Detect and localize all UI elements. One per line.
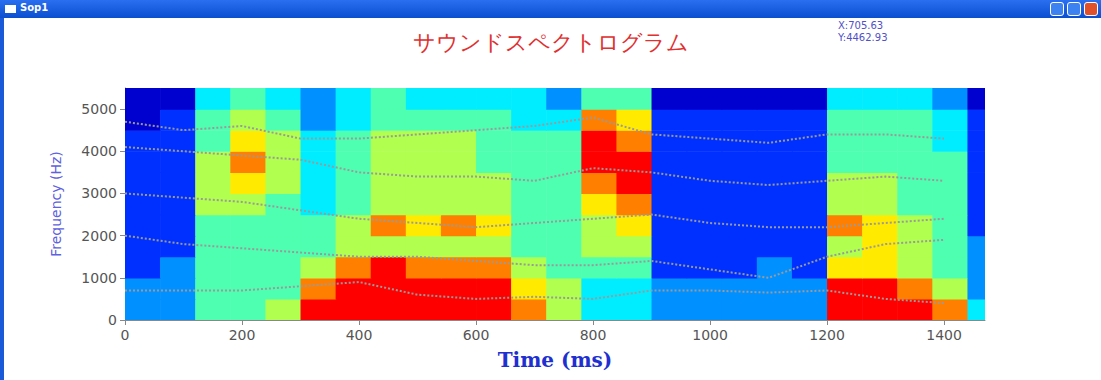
svg-text:2000: 2000: [81, 228, 117, 244]
svg-text:Time (ms): Time (ms): [498, 348, 613, 372]
svg-text:400: 400: [346, 327, 373, 343]
svg-text:Frequency (Hz): Frequency (Hz): [48, 151, 64, 257]
html-text:Sop1: Sop1: [20, 2, 49, 13]
svg-text:0: 0: [121, 327, 130, 343]
svg-text:Y:4462.93: Y:4462.93: [837, 32, 888, 43]
svg-text:X:705.63: X:705.63: [838, 20, 883, 31]
svg-text:4000: 4000: [81, 143, 117, 159]
svg-text:0: 0: [108, 312, 117, 328]
svg-text:5000: 5000: [81, 101, 117, 117]
svg-text:1000: 1000: [692, 327, 728, 343]
svg-text:600: 600: [463, 327, 490, 343]
svg-text:200: 200: [229, 327, 256, 343]
svg-text:サウンドスペクトログラム: サウンドスペクトログラム: [413, 30, 689, 55]
svg-text:1400: 1400: [926, 327, 962, 343]
svg-text:1000: 1000: [81, 270, 117, 286]
svg-text:1200: 1200: [809, 327, 845, 343]
svg-text:800: 800: [580, 327, 607, 343]
svg-text:3000: 3000: [81, 185, 117, 201]
